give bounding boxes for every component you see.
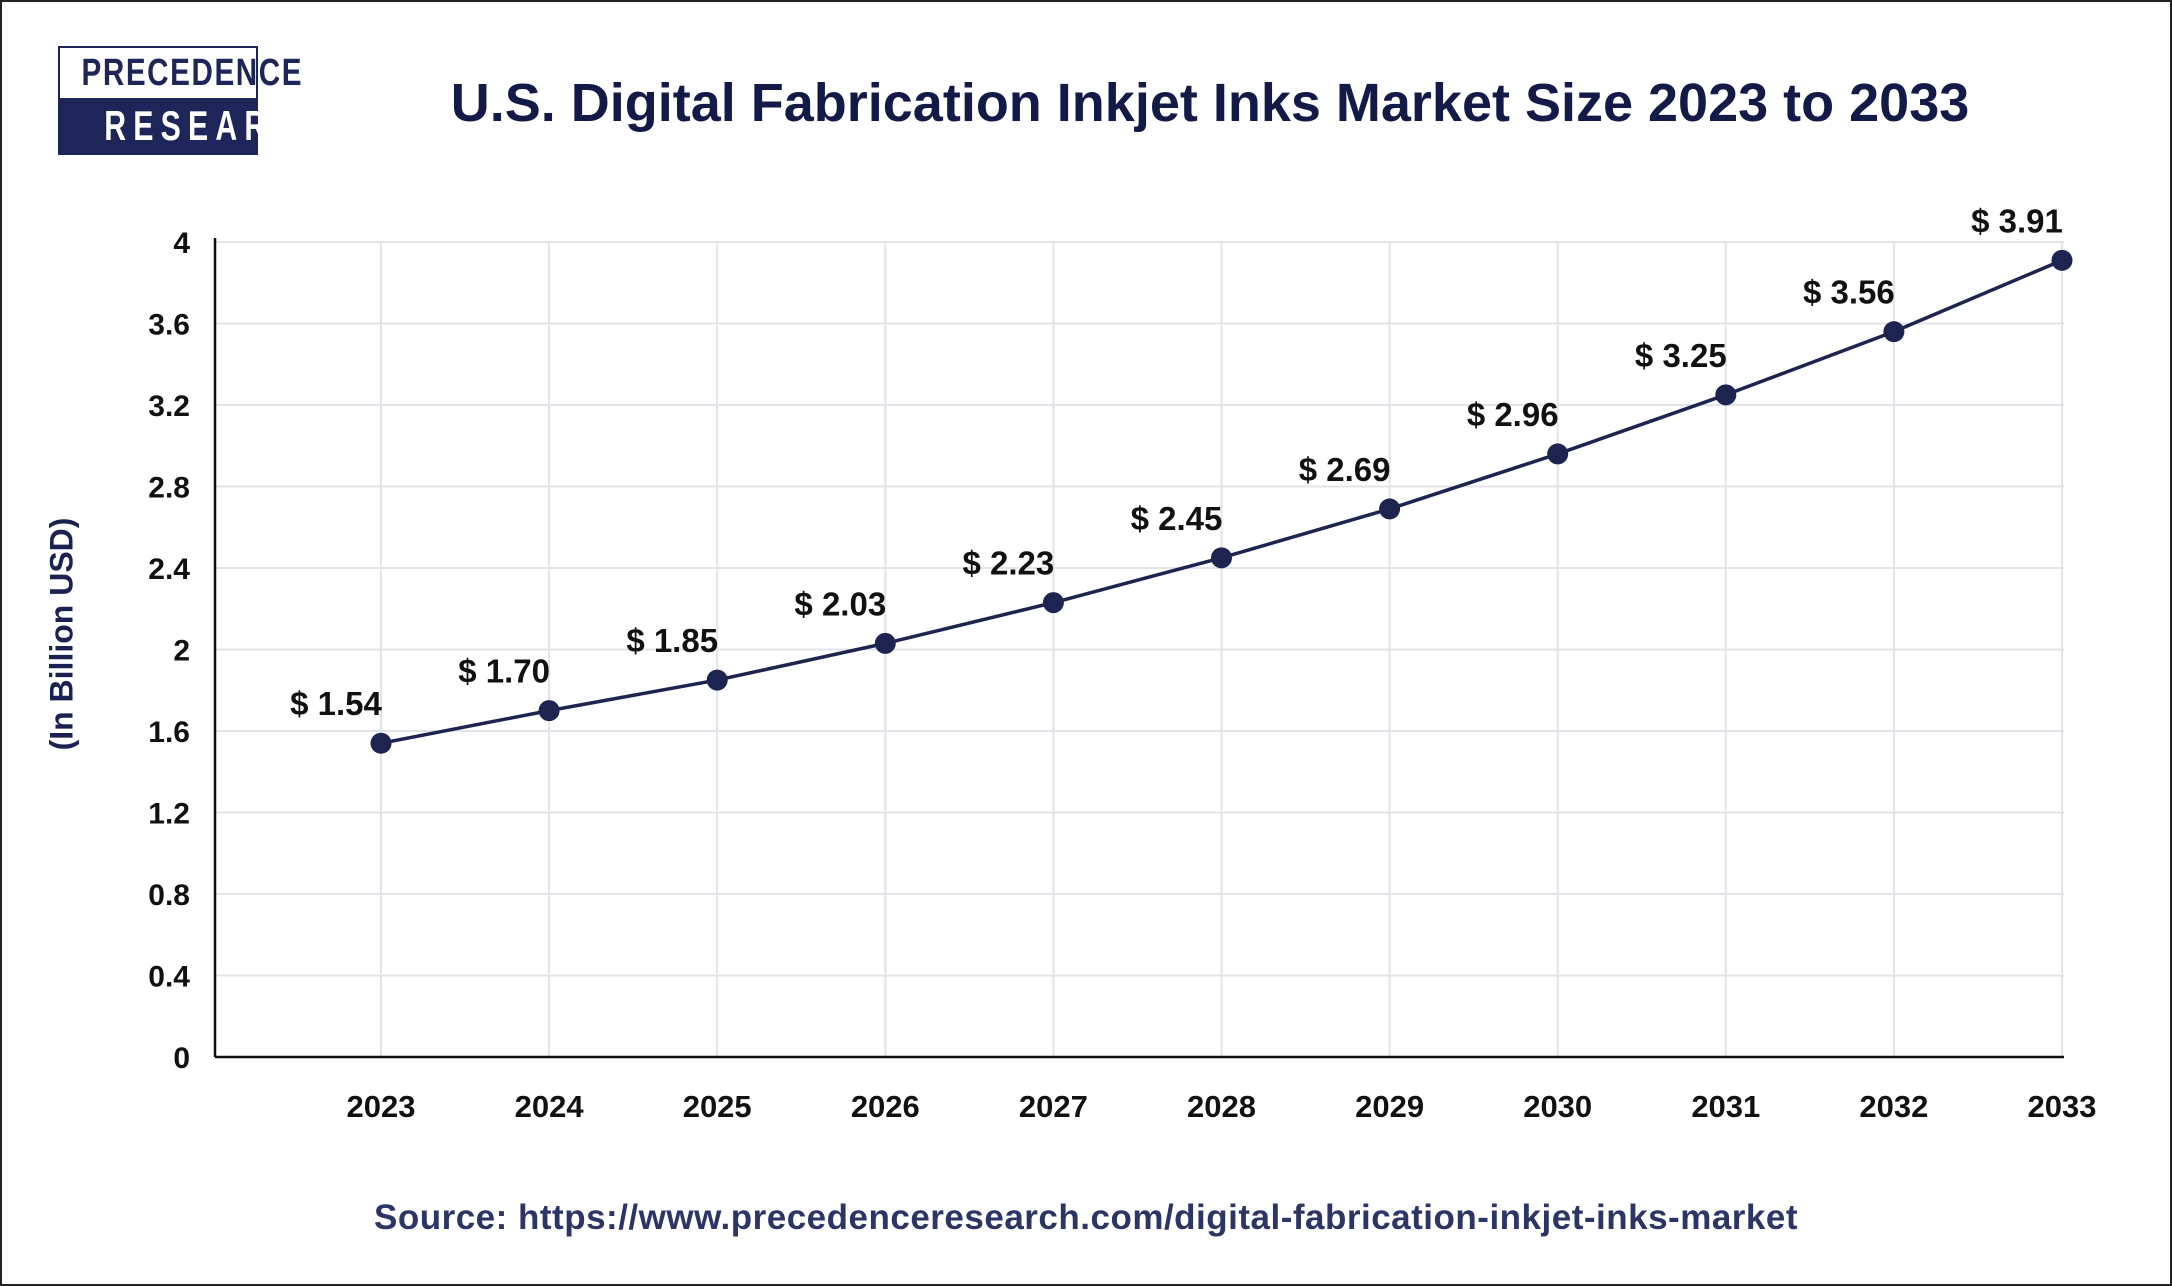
x-tick-label: 2025 [683, 1089, 752, 1124]
data-point [1211, 547, 1232, 569]
data-label: $ 2.96 [1467, 396, 1559, 433]
data-point [538, 700, 560, 722]
x-tick-label: 2029 [1355, 1089, 1424, 1124]
y-tick-label: 0.4 [148, 961, 190, 994]
data-label: $ 1.70 [458, 653, 550, 690]
x-tick-label: 2026 [851, 1089, 920, 1124]
data-label: $ 2.03 [794, 585, 886, 622]
y-tick-label: 2.4 [148, 553, 190, 586]
data-point [2051, 249, 2073, 271]
data-label: $ 3.56 [1803, 274, 1895, 311]
source-note: Source: https://www.precedenceresearch.c… [373, 1198, 1798, 1237]
y-tick-label: 4 [173, 227, 190, 260]
y-tick-label: 3.6 [148, 309, 190, 342]
y-tick-label: 3.2 [148, 390, 190, 423]
x-tick-label: 2027 [1019, 1089, 1088, 1124]
data-label: $ 2.69 [1299, 451, 1391, 488]
x-tick-label: 2028 [1187, 1089, 1256, 1124]
y-tick-label: 0.8 [148, 879, 190, 912]
data-point [1547, 443, 1569, 465]
data-label: $ 1.85 [626, 622, 718, 659]
data-point [1042, 592, 1064, 614]
chart-title: U.S. Digital Fabrication Inkjet Inks Mar… [450, 73, 1970, 133]
x-tick-label: 2023 [347, 1089, 416, 1124]
y-tick-label: 0 [173, 1042, 190, 1075]
precedence-research-logo: PRECEDENCE RESEARCH [58, 46, 324, 155]
data-point [874, 632, 896, 654]
data-point [1715, 384, 1737, 406]
y-tick-label: 2.8 [148, 472, 190, 505]
data-point [370, 732, 392, 754]
data-label: $ 1.54 [290, 685, 382, 722]
x-tick-label: 2033 [2028, 1089, 2097, 1124]
x-tick-label: 2031 [1691, 1089, 1760, 1124]
data-label: $ 3.91 [1971, 202, 2063, 239]
data-point [1883, 321, 1905, 343]
logo-line2: RESEARCH [104, 102, 332, 149]
y-tick-label: 1.6 [148, 716, 190, 749]
x-tick-label: 2024 [515, 1089, 585, 1124]
x-tick-label: 2032 [1859, 1089, 1928, 1124]
data-point [1379, 498, 1401, 520]
logo-line1: PRECEDENCE [81, 52, 304, 94]
data-label: $ 2.45 [1131, 500, 1223, 537]
data-point [706, 669, 728, 691]
data-label: $ 3.25 [1635, 337, 1727, 374]
x-tick-label: 2030 [1523, 1089, 1592, 1124]
y-tick-label: 2 [173, 635, 190, 668]
y-tick-label: 1.2 [148, 798, 190, 831]
data-label: $ 2.23 [963, 545, 1055, 582]
